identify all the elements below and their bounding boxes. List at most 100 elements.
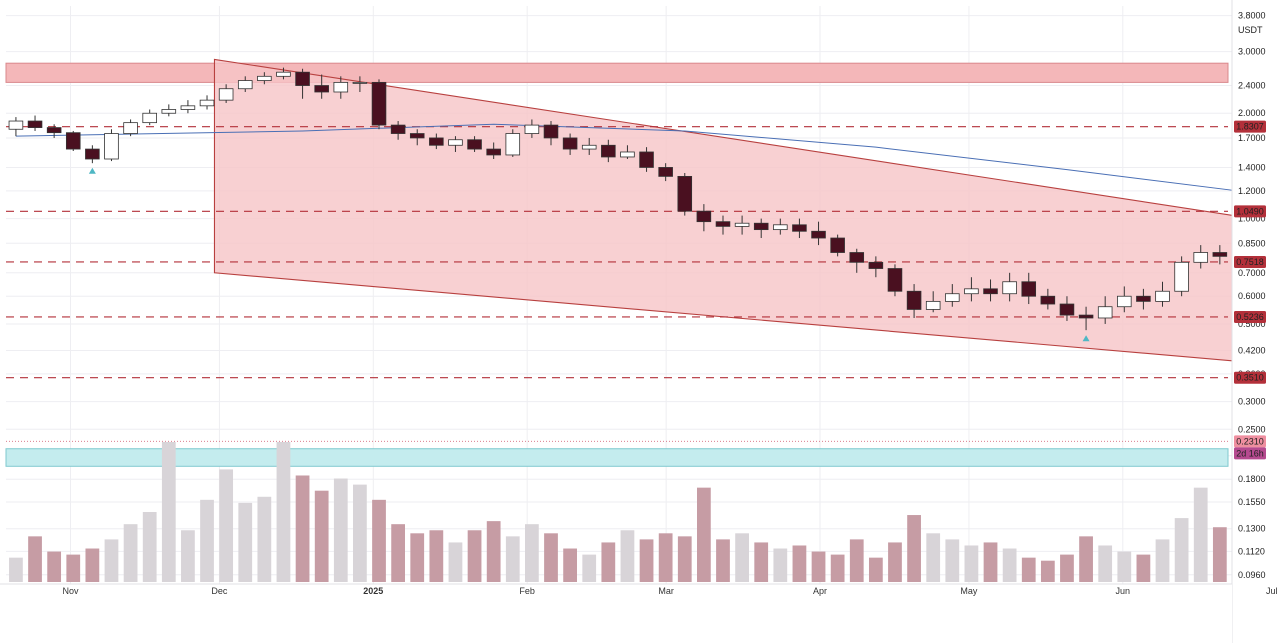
volume-bar: [735, 533, 749, 582]
price-tick-label: 1.0000: [1238, 214, 1266, 224]
price-level-tag: [1234, 205, 1266, 218]
volume-bar: [677, 536, 692, 582]
candle-body: [218, 88, 234, 101]
volume-bar: [505, 536, 520, 582]
price-level-tag: [1234, 120, 1266, 133]
candle-body: [505, 133, 521, 156]
volume-bar: [448, 542, 463, 582]
candle-body: [65, 132, 81, 150]
volume-bar: [1136, 554, 1151, 582]
volume-bar: [926, 533, 941, 582]
volume-bar: [429, 530, 444, 582]
price-tick-label: 2.0000: [1238, 108, 1266, 118]
price-tick-label: 0.8500: [1238, 238, 1266, 248]
resistance-zone: [5, 62, 1229, 83]
pivot-low-marker: [1082, 335, 1090, 342]
volume-bar: [1155, 539, 1170, 582]
candle-body: [830, 237, 845, 253]
price-levels: [6, 126, 1228, 442]
candle-body: [429, 137, 444, 146]
volume-bar: [830, 554, 845, 582]
volume-bar: [964, 545, 979, 582]
candle-body: [276, 71, 291, 77]
volume-bar: [391, 524, 406, 582]
candle-body: [773, 224, 788, 231]
candle-body: [1002, 281, 1017, 295]
volume-bar: [28, 536, 42, 582]
volume-bar: [9, 557, 23, 582]
candle-body: [696, 210, 712, 223]
countdown-tag-text: 2d 16h: [1236, 448, 1264, 458]
time-tick-label: Nov: [63, 586, 80, 596]
candle-body: [1193, 252, 1209, 263]
volume-bar: [907, 515, 921, 582]
candle-body: [371, 81, 387, 126]
candle-body: [543, 124, 559, 139]
volume-bar: [295, 475, 310, 582]
volume-bar: [849, 539, 864, 582]
volume-bar: [1060, 554, 1074, 582]
support-zone: [5, 448, 1229, 467]
volume-bar: [868, 557, 883, 582]
candle-body: [123, 122, 138, 134]
candle-body: [142, 112, 157, 124]
candle-body: [237, 80, 253, 90]
time-tick-label: Dec: [211, 586, 228, 596]
volume-bar: [811, 551, 826, 582]
volume-bar: [639, 539, 654, 582]
candle-body: [27, 120, 43, 128]
candle-body: [1155, 290, 1170, 302]
volume-bar: [257, 496, 272, 582]
candle-body: [964, 288, 979, 295]
candle-body: [352, 81, 368, 84]
candle-body: [1136, 295, 1151, 302]
current-price-tag-text: 0.2310: [1236, 436, 1264, 446]
ma50-line: [15, 123, 1280, 198]
candle-body: [715, 221, 731, 227]
candle-body: [983, 288, 998, 295]
price-tick-label: 3.8000: [1238, 11, 1266, 21]
candle-body: [1117, 295, 1132, 308]
price-tick-label: 0.5000: [1238, 319, 1266, 329]
volume-bar: [314, 490, 329, 582]
volume-bar: [219, 469, 234, 582]
candle-body: [581, 144, 597, 150]
candle-body: [734, 222, 750, 227]
current-price-tag: [1234, 435, 1266, 448]
candle-body: [161, 109, 177, 114]
volume-bar: [85, 548, 100, 582]
candle-body: [314, 85, 329, 93]
candle-body: [658, 167, 673, 177]
volume-bar: [1002, 548, 1017, 582]
volume-bar: [1098, 545, 1113, 582]
volume-bar: [181, 530, 195, 582]
pivot-low-marker: [88, 167, 96, 174]
volume-bar: [66, 554, 81, 582]
volume-bar: [372, 499, 386, 582]
volume-bar: [658, 533, 673, 582]
candle-body: [868, 261, 884, 269]
price-level-tag: [1234, 371, 1266, 384]
candle-body: [1174, 261, 1189, 292]
price-level-tag-text: 0.5236: [1236, 312, 1264, 322]
price-tick-label: 2.4000: [1238, 81, 1266, 91]
volume-bar: [696, 487, 711, 582]
price-tick-label: 0.0960: [1238, 570, 1266, 580]
volume-bar: [333, 478, 348, 582]
candle-body: [1040, 295, 1056, 305]
candle-body: [295, 71, 310, 86]
price-tick-label: 0.1300: [1238, 524, 1266, 534]
volume-bar: [792, 545, 807, 582]
volume-bar: [276, 442, 291, 582]
candle-body: [46, 127, 62, 134]
candle-body: [1078, 314, 1094, 319]
candle-body: [562, 137, 578, 150]
price-level-tag-text: 0.3510: [1236, 373, 1264, 383]
price-tick-label: 0.2500: [1238, 424, 1266, 434]
price-level-tag-text: 1.0490: [1236, 206, 1264, 216]
price-level-tag-text: 1.8307: [1236, 122, 1264, 132]
volume-bar: [1040, 560, 1055, 582]
volume-bar: [1193, 487, 1208, 582]
